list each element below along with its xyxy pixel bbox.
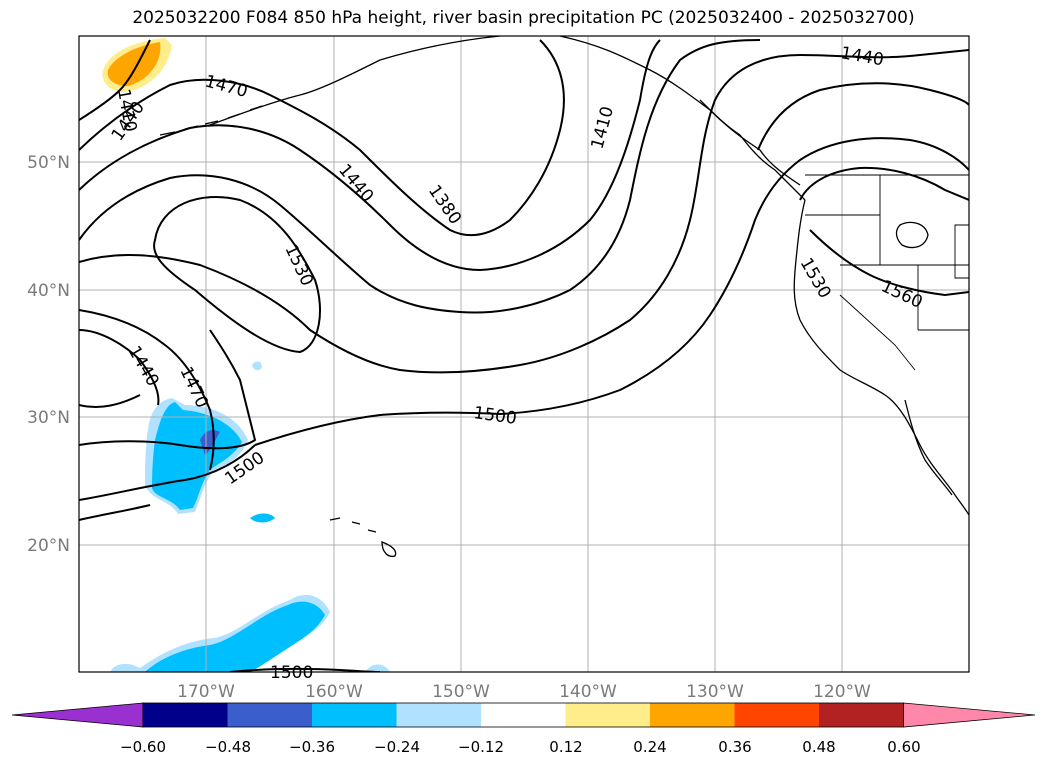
colorbar-bin (227, 703, 313, 727)
colorbar-tick-label: −0.12 (458, 738, 504, 756)
coastlines (159, 36, 969, 558)
british-columbia-coast (699, 99, 806, 201)
colorbar-tick-label: 0.24 (633, 738, 666, 756)
colorbar-extend-over (903, 702, 1036, 728)
contour-line (79, 39, 661, 272)
plot-area (79, 36, 969, 672)
shading-layer (102, 38, 390, 672)
contour-line (79, 49, 969, 374)
state-border (954, 224, 969, 279)
lat-label: 20°N (27, 536, 70, 556)
colorbar-tick-label: 0.36 (718, 738, 751, 756)
colorbar-bin (734, 703, 820, 727)
colorbar-bin (650, 703, 735, 727)
contour-line (79, 39, 151, 121)
colorbar-bin (143, 703, 228, 727)
colorbar (11, 702, 1036, 728)
colorbar-tick-label: 0.48 (802, 738, 835, 756)
colorbar-frame (142, 702, 904, 728)
contour-line (79, 444, 256, 501)
contour-line (79, 329, 257, 450)
contour-line (79, 309, 215, 471)
borders (805, 174, 969, 371)
colorbar-bin (396, 703, 482, 727)
colorbar-bin (565, 703, 651, 727)
negative-shade-central (152, 402, 242, 510)
lon-label: 130°W (686, 682, 744, 702)
negative-shade-south-small (365, 664, 390, 672)
colorbar-extend-under (11, 702, 144, 728)
lat-label: 30°N (27, 408, 70, 428)
lon-label: 120°W (813, 682, 871, 702)
lat-label: 50°N (27, 153, 70, 173)
colorbar-tick-labels: −0.60 −0.48 −0.36 −0.24 −0.12 0.12 0.24 … (120, 738, 921, 756)
contour-line (79, 504, 151, 521)
graticule (79, 36, 969, 672)
contour-label: 1500 (270, 663, 313, 683)
baja-peninsula (904, 399, 953, 496)
map-frame (78, 35, 970, 673)
negative-shade-south (145, 601, 325, 672)
contour-line (79, 39, 761, 314)
hawaii-islands (329, 517, 397, 558)
colorbar-tick-label: −0.48 (205, 738, 251, 756)
lon-label: 140°W (559, 682, 617, 702)
map-title: 2025032200 F084 850 hPa height, river ba… (132, 8, 915, 28)
lake-outline (895, 221, 929, 249)
longitude-labels: 170°W 160°W 150°W 140°W 130°W 120°W (177, 682, 871, 702)
contour-line (79, 39, 565, 237)
positive-shade-north-inner (107, 42, 161, 86)
colorbar-bin (312, 703, 397, 727)
lat-label: 40°N (27, 281, 70, 301)
lon-label: 170°W (177, 682, 235, 702)
contour-line (757, 82, 969, 151)
colorbar-bin (481, 703, 566, 727)
colorbar-tick-label: −0.60 (120, 738, 166, 756)
contour-line (79, 329, 160, 406)
colorbar-tick-label: −0.36 (289, 738, 335, 756)
contour-line (254, 137, 969, 446)
latitude-labels: 50°N 40°N 30°N 20°N (27, 153, 70, 556)
colorbar-tick-label: 0.12 (549, 738, 582, 756)
colorbar-tick-label: 0.60 (887, 738, 920, 756)
state-border (839, 294, 916, 371)
negative-shade-small-1 (252, 361, 262, 371)
us-west-coast (793, 199, 969, 516)
contour-line (153, 195, 321, 354)
contour-line (799, 166, 969, 201)
lon-label: 160°W (305, 682, 363, 702)
contours (79, 39, 969, 672)
colorbar-tick-label: −0.24 (374, 738, 420, 756)
contour-line (79, 394, 141, 408)
lon-label: 150°W (432, 682, 490, 702)
contour-line (809, 229, 969, 297)
negative-shade-small-2 (250, 513, 275, 523)
colorbar-bin (819, 703, 904, 727)
